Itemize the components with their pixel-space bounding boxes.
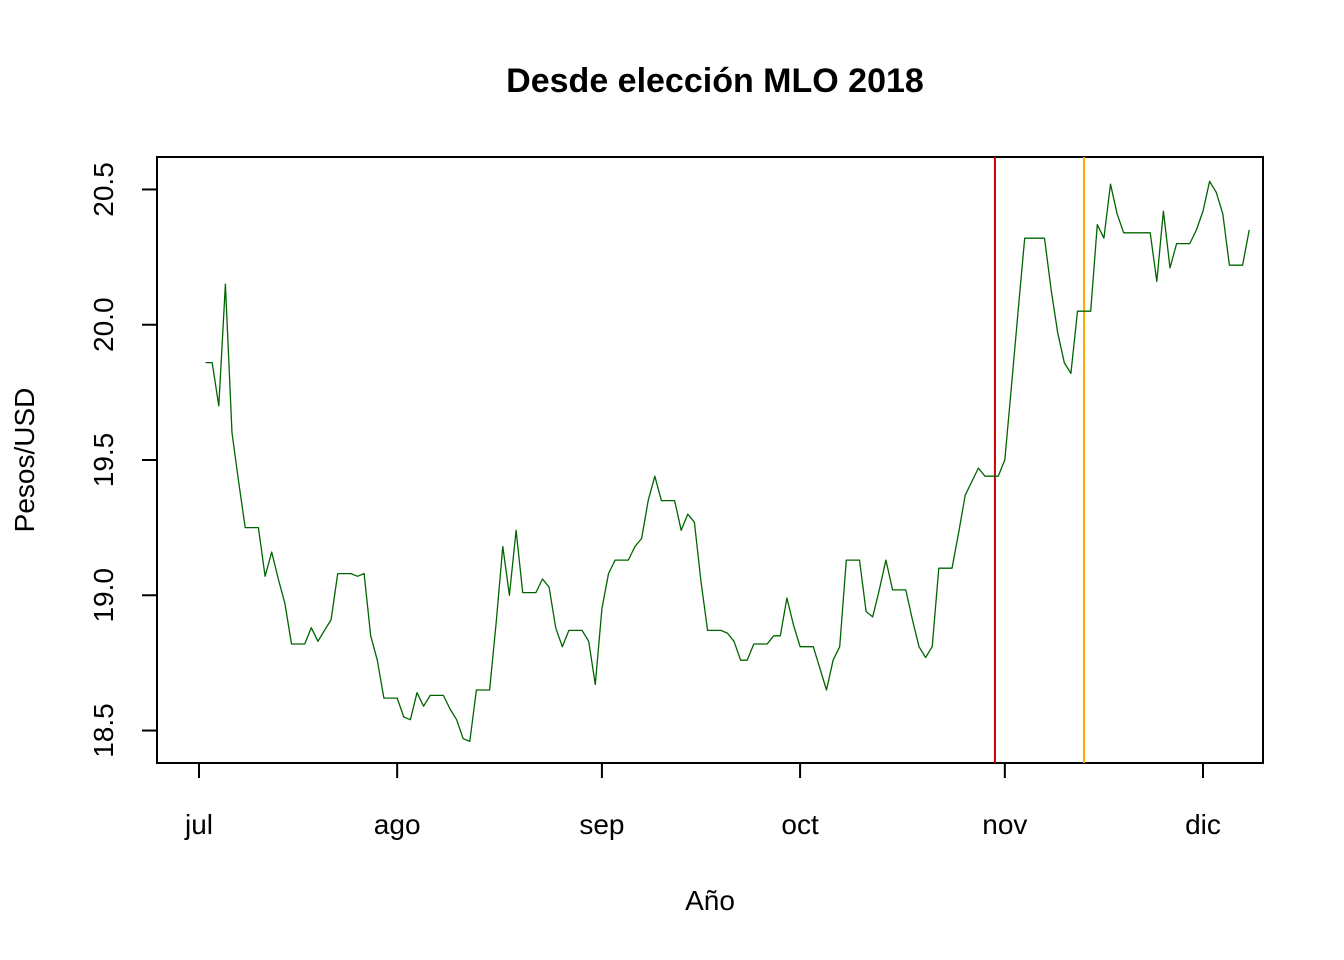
x-tick-label: oct [781, 809, 819, 840]
y-tick-label: 19.5 [88, 433, 119, 488]
reference-lines [993, 157, 1086, 763]
x-tick-label: ago [374, 809, 421, 840]
y-tick-label: 20.0 [88, 297, 119, 352]
series-group [205, 180, 1250, 743]
y-axis: 18.5 19.0 19.5 20.0 20.5 [88, 162, 158, 758]
x-axis-label: Año [685, 885, 735, 916]
y-tick-label: 19.0 [88, 568, 119, 623]
plot-frame [156, 156, 1264, 764]
series-line [205, 180, 1250, 743]
chart-title: Desde elección MLO 2018 [506, 62, 924, 100]
x-tick-label: sep [579, 809, 624, 840]
y-tick-label: 18.5 [88, 703, 119, 758]
x-tick-label: dic [1185, 809, 1221, 840]
y-axis-label: Pesos/USD [9, 388, 40, 533]
x-tick-label: jul [184, 809, 213, 840]
x-axis: jul ago sep oct nov dic [184, 762, 1221, 840]
x-tick-label: nov [982, 809, 1027, 840]
y-tick-label: 20.5 [88, 162, 119, 217]
